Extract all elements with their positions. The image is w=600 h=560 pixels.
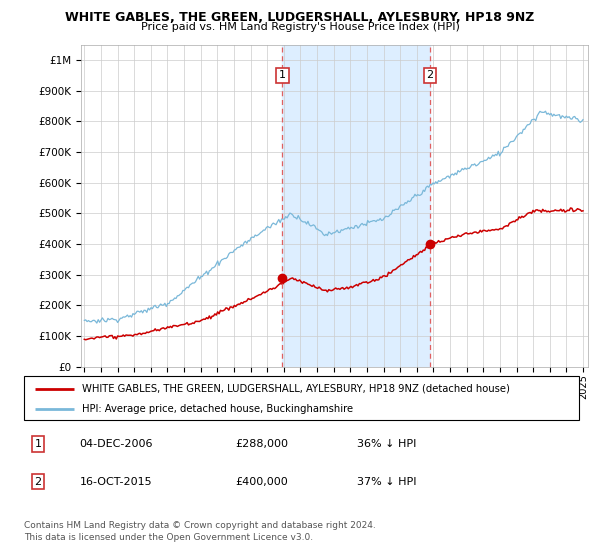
Text: 36% ↓ HPI: 36% ↓ HPI	[357, 439, 416, 449]
Text: 16-OCT-2015: 16-OCT-2015	[79, 477, 152, 487]
Text: 1: 1	[34, 439, 41, 449]
Text: 04-DEC-2006: 04-DEC-2006	[79, 439, 153, 449]
FancyBboxPatch shape	[24, 376, 579, 420]
Bar	[283, 45, 430, 367]
Text: 2: 2	[34, 477, 41, 487]
Text: £400,000: £400,000	[235, 477, 287, 487]
Text: This data is licensed under the Open Government Licence v3.0.: This data is licensed under the Open Gov…	[24, 533, 313, 543]
Text: 2: 2	[427, 71, 433, 81]
Text: Price paid vs. HM Land Registry's House Price Index (HPI): Price paid vs. HM Land Registry's House …	[140, 22, 460, 32]
Text: HPI: Average price, detached house, Buckinghamshire: HPI: Average price, detached house, Buck…	[82, 404, 353, 414]
Text: 37% ↓ HPI: 37% ↓ HPI	[357, 477, 416, 487]
Text: WHITE GABLES, THE GREEN, LUDGERSHALL, AYLESBURY, HP18 9NZ: WHITE GABLES, THE GREEN, LUDGERSHALL, AY…	[65, 11, 535, 24]
Text: £288,000: £288,000	[235, 439, 288, 449]
Text: WHITE GABLES, THE GREEN, LUDGERSHALL, AYLESBURY, HP18 9NZ (detached house): WHITE GABLES, THE GREEN, LUDGERSHALL, AY…	[82, 384, 510, 394]
Text: 1: 1	[279, 71, 286, 81]
Text: Contains HM Land Registry data © Crown copyright and database right 2024.: Contains HM Land Registry data © Crown c…	[24, 521, 376, 530]
